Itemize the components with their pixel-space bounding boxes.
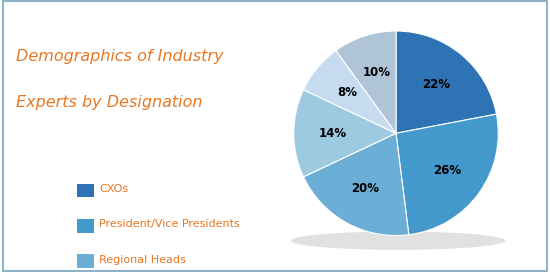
Text: 26%: 26% — [433, 164, 461, 177]
Wedge shape — [294, 90, 396, 177]
Wedge shape — [304, 51, 396, 133]
Text: President/Vice Presidents: President/Vice Presidents — [99, 220, 240, 229]
Text: Experts by Designation: Experts by Designation — [16, 95, 203, 110]
Text: Demographics of Industry: Demographics of Industry — [16, 49, 224, 64]
Wedge shape — [336, 31, 396, 133]
Text: 8%: 8% — [337, 86, 357, 99]
Text: 20%: 20% — [351, 182, 379, 195]
Wedge shape — [396, 31, 497, 133]
Text: 14%: 14% — [318, 127, 346, 140]
Text: 10%: 10% — [362, 66, 390, 79]
Ellipse shape — [290, 231, 505, 250]
Wedge shape — [304, 133, 409, 236]
Text: CXOs: CXOs — [99, 184, 128, 194]
Text: 22%: 22% — [422, 78, 450, 91]
Wedge shape — [396, 114, 498, 235]
Text: Regional Heads: Regional Heads — [99, 255, 186, 265]
